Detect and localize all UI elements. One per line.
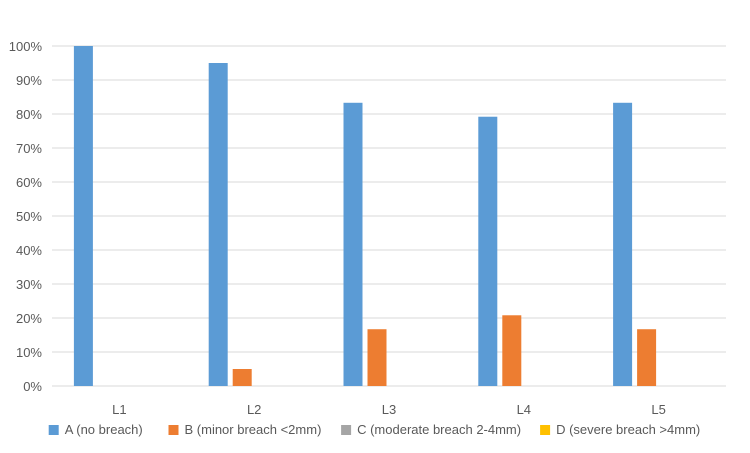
gridlines — [52, 45, 726, 387]
legend-swatch — [168, 425, 179, 435]
bar-l5-series-b — [637, 329, 657, 386]
y-tick-label: 70% — [16, 141, 42, 156]
bar-l3-series-b — [367, 329, 387, 386]
y-tick-label: 100% — [9, 39, 43, 54]
y-tick-label: 30% — [16, 277, 42, 292]
legend-label: D (severe breach >4mm) — [556, 422, 700, 437]
y-tick-label: 80% — [16, 107, 42, 122]
x-tick-label: L4 — [517, 402, 531, 417]
bar-l4-series-b — [502, 315, 522, 386]
legend-label: A (no breach) — [65, 422, 143, 437]
bar-l2-series-b — [232, 369, 252, 386]
y-tick-label: 0% — [23, 379, 42, 394]
bar-l3-series-a — [343, 102, 363, 386]
y-tick-label: 10% — [16, 345, 42, 360]
legend-swatch — [341, 425, 352, 435]
x-tick-label: L5 — [651, 402, 665, 417]
y-axis-tick-labels: 0% 10% 20% 30% 40% 50% 60% 70% 80% 90% 100% — [9, 39, 43, 394]
legend-swatch — [540, 425, 551, 435]
legend-swatch — [48, 425, 59, 435]
bar-l2-series-a — [208, 63, 228, 386]
bar-l4-series-a — [478, 116, 498, 386]
y-tick-label: 60% — [16, 175, 42, 190]
bars — [73, 46, 657, 386]
x-axis-tick-labels: L1 L2 L3 L4 L5 — [112, 402, 666, 417]
y-tick-label: 40% — [16, 243, 42, 258]
bar-l1-series-a — [73, 46, 93, 386]
y-tick-label: 20% — [16, 311, 42, 326]
legend: A (no breach) B (minor breach <2mm) C (mod… — [48, 422, 700, 437]
legend-label: C (moderate breach 2-4mm) — [357, 422, 521, 437]
x-tick-label: L3 — [382, 402, 396, 417]
bar-l5-series-a — [613, 102, 633, 386]
legend-label: B (minor breach <2mm) — [185, 422, 322, 437]
x-tick-label: L1 — [112, 402, 126, 417]
x-tick-label: L2 — [247, 402, 261, 417]
y-tick-label: 90% — [16, 73, 42, 88]
y-tick-label: 50% — [16, 209, 42, 224]
